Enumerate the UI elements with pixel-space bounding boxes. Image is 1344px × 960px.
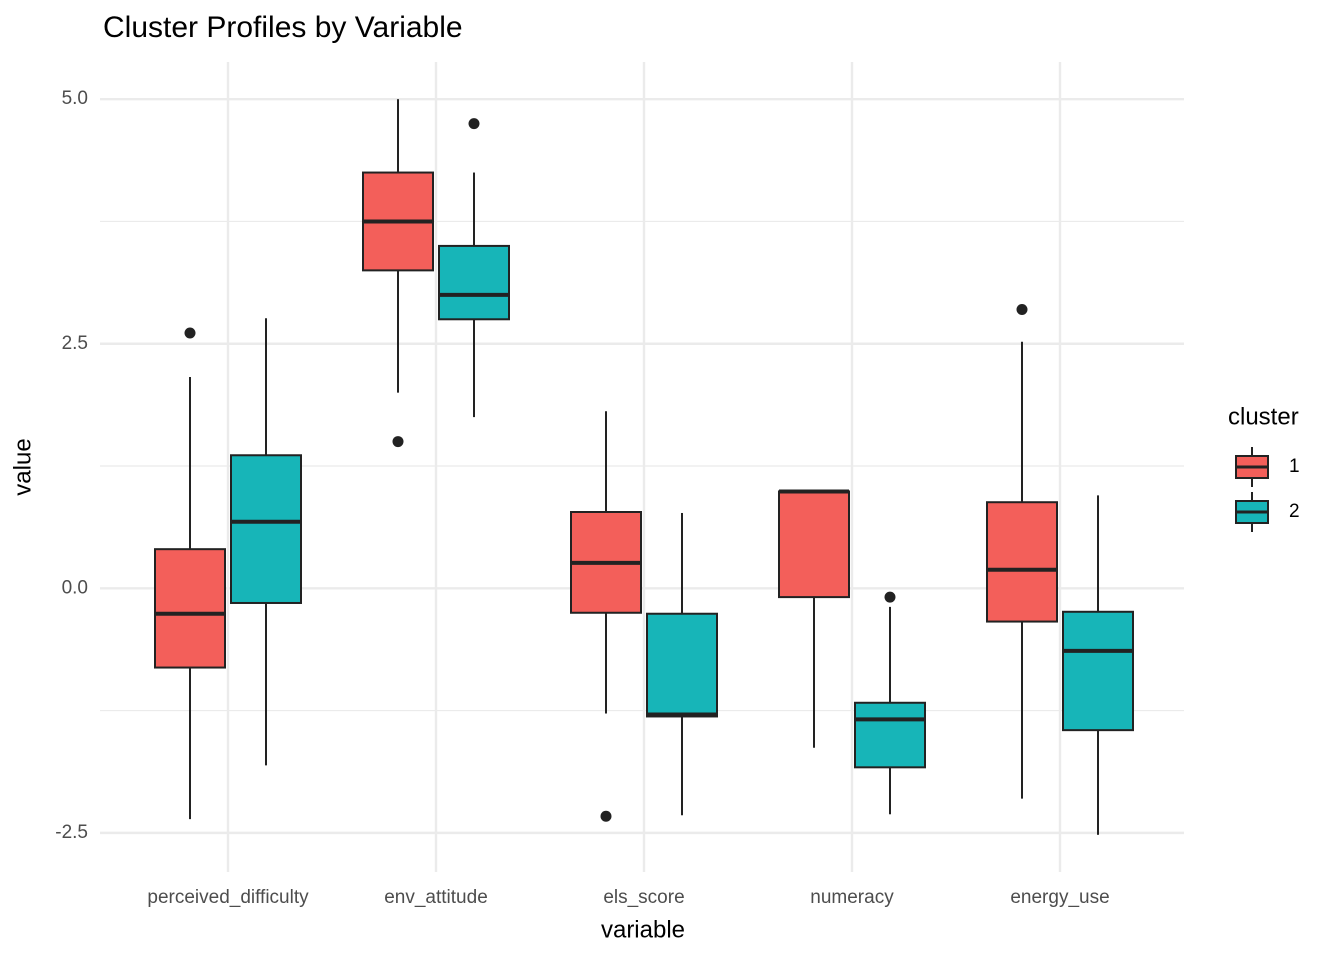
y-tick-label: -2.5 <box>55 822 88 843</box>
box <box>646 612 718 718</box>
outlier <box>392 436 404 448</box>
y-tick-label: 2.5 <box>62 333 88 354</box>
x-tick-label: perceived_difficulty <box>147 887 309 908</box>
chart-title: Cluster Profiles by Variable <box>103 11 463 44</box>
box <box>778 490 850 599</box>
box <box>986 501 1058 623</box>
box <box>1062 610 1134 732</box>
box <box>154 548 226 669</box>
outlier <box>468 118 480 130</box>
legend-title: cluster <box>1228 403 1299 430</box>
box <box>854 701 926 769</box>
outlier <box>1016 304 1028 315</box>
box <box>230 454 302 604</box>
outlier <box>600 810 612 822</box>
y-tick-label: 0.0 <box>62 577 88 598</box>
x-tick-label: env_attitude <box>384 887 488 908</box>
x-axis-label: variable <box>601 916 685 943</box>
y-axis-label: value <box>9 438 36 495</box>
legend-label: 1 <box>1289 456 1300 477</box>
outlier <box>884 591 896 603</box>
box <box>438 244 510 321</box>
outlier <box>184 327 196 339</box>
x-tick-label: energy_use <box>1010 887 1109 908</box>
y-tick-label: 5.0 <box>62 88 88 109</box>
x-tick-label: els_score <box>603 887 684 908</box>
legend-label: 2 <box>1289 501 1300 522</box>
x-tick-label: numeracy <box>810 887 894 908</box>
